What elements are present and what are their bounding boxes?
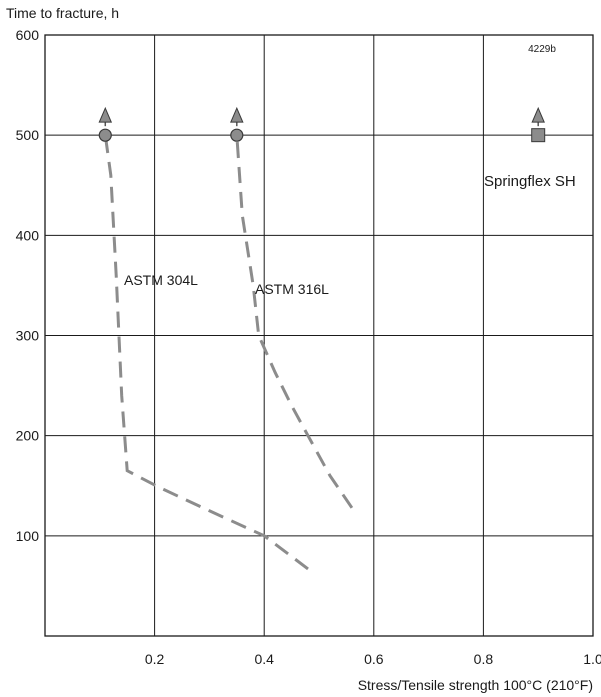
series-label: Springflex SH — [484, 173, 576, 190]
y-axis-title: Time to fracture, h — [6, 5, 119, 21]
data-point — [531, 128, 546, 143]
y-tick-label: 500 — [16, 127, 40, 143]
data-point — [230, 128, 244, 142]
figure-code: 4229b — [528, 44, 556, 55]
runout-arrow-head — [230, 106, 244, 123]
y-tick-label: 200 — [16, 428, 40, 444]
y-tick-label: 600 — [16, 27, 40, 43]
grid — [44, 34, 594, 637]
x-tick-label: 0.4 — [254, 651, 274, 667]
x-axis-title: Stress/Tensile strength 100°C (210°F) — [358, 677, 593, 693]
x-tick-label: 0.8 — [474, 651, 494, 667]
labels-layer: 100 200 300 400 500 600 0.2 0.4 0.6 0.8 1.0 ASTM 30… — [16, 27, 601, 667]
series-label: ASTM 304L — [124, 272, 198, 288]
series-line — [103, 134, 309, 571]
series-layer — [98, 106, 546, 571]
series-line — [235, 135, 354, 509]
x-tick-label: 0.2 — [145, 651, 165, 667]
x-tick-label: 1.0 — [583, 651, 601, 667]
y-tick-label: 300 — [16, 328, 40, 344]
runout-arrow-head — [531, 106, 545, 123]
y-tick-label: 400 — [16, 227, 40, 243]
x-tick-label: 0.6 — [364, 651, 384, 667]
series-label: ASTM 316L — [255, 281, 329, 297]
runout-arrow-head — [98, 106, 113, 123]
y-tick-label: 100 — [16, 528, 40, 544]
data-point — [98, 128, 112, 142]
